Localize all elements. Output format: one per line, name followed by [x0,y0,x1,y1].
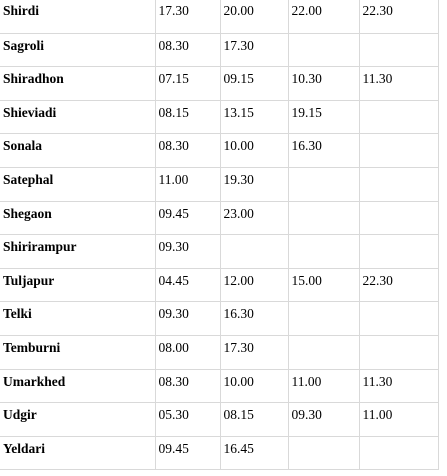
departure-time [359,167,438,201]
table-row: Tuljapur 04.45 12.00 15.00 22.30 [0,268,438,302]
departure-time [288,436,359,470]
departure-time [359,302,438,336]
departure-time: 11.00 [288,369,359,403]
place-name: Satephal [0,167,155,201]
table-row: Shieviadi 08.15 13.15 19.15 [0,100,438,134]
departure-time [220,235,288,269]
departure-time: 10.00 [220,369,288,403]
departure-time: 11.30 [359,67,438,101]
place-name: Umarkhed [0,369,155,403]
departure-time: 22.30 [359,0,438,33]
departure-time [288,201,359,235]
timetable-body: Shirdi 17.30 20.00 22.00 22.30 Sagroli 08.30 17… [0,0,438,470]
departure-time: 09.30 [288,403,359,437]
table-row: Satephal 11.00 19.30 [0,167,438,201]
departure-time: 23.00 [220,201,288,235]
departure-time: 16.30 [288,134,359,168]
departure-time: 08.30 [155,369,220,403]
departure-time: 09.45 [155,436,220,470]
departure-time: 09.45 [155,201,220,235]
departure-time [359,335,438,369]
place-name: Shegaon [0,201,155,235]
place-name: Udgir [0,403,155,437]
departure-time: 05.30 [155,403,220,437]
table-row: Umarkhed 08.30 10.00 11.00 11.30 [0,369,438,403]
place-name: Telki [0,302,155,336]
table-row: Shirdi 17.30 20.00 22.00 22.30 [0,0,438,33]
departure-time: 11.00 [359,403,438,437]
departure-time: 17.30 [155,0,220,33]
departure-time [288,33,359,67]
departure-time: 17.30 [220,33,288,67]
departure-time: 08.30 [155,134,220,168]
table-row: Sagroli 08.30 17.30 [0,33,438,67]
departure-time: 07.15 [155,67,220,101]
place-name: Shirirampur [0,235,155,269]
departure-time: 19.30 [220,167,288,201]
departure-time [359,134,438,168]
departure-time: 16.30 [220,302,288,336]
place-name: Sonala [0,134,155,168]
departure-time [359,33,438,67]
place-name: Shirdi [0,0,155,33]
departure-time: 10.00 [220,134,288,168]
departure-time [288,167,359,201]
departure-time: 15.00 [288,268,359,302]
departure-time [359,235,438,269]
departure-time: 08.00 [155,335,220,369]
departure-time: 11.30 [359,369,438,403]
departure-time: 08.15 [220,403,288,437]
departure-time: 22.00 [288,0,359,33]
departure-time: 08.15 [155,100,220,134]
departure-time: 10.30 [288,67,359,101]
table-row: Udgir 05.30 08.15 09.30 11.00 [0,403,438,437]
table-row: Telki 09.30 16.30 [0,302,438,336]
departure-time: 22.30 [359,268,438,302]
table-row: Temburni 08.00 17.30 [0,335,438,369]
departure-time [288,302,359,336]
place-name: Tuljapur [0,268,155,302]
departure-time [288,235,359,269]
departure-time: 09.30 [155,235,220,269]
place-name: Yeldari [0,436,155,470]
departure-time: 16.45 [220,436,288,470]
departure-time: 17.30 [220,335,288,369]
place-name: Temburni [0,335,155,369]
table-row: Shirirampur 09.30 [0,235,438,269]
table-row: Sonala 08.30 10.00 16.30 [0,134,438,168]
departure-time: 04.45 [155,268,220,302]
place-name: Shieviadi [0,100,155,134]
departure-time: 09.15 [220,67,288,101]
departure-time [288,335,359,369]
departure-time: 19.15 [288,100,359,134]
place-name: Sagroli [0,33,155,67]
bus-timetable: Shirdi 17.30 20.00 22.00 22.30 Sagroli 08.30 17… [0,0,439,470]
departure-time: 12.00 [220,268,288,302]
departure-time [359,100,438,134]
departure-time [359,436,438,470]
departure-time [359,201,438,235]
table-row: Shiradhon 07.15 09.15 10.30 11.30 [0,67,438,101]
departure-time: 08.30 [155,33,220,67]
departure-time: 11.00 [155,167,220,201]
departure-time: 20.00 [220,0,288,33]
place-name: Shiradhon [0,67,155,101]
table-row: Yeldari 09.45 16.45 [0,436,438,470]
table-row: Shegaon 09.45 23.00 [0,201,438,235]
departure-time: 13.15 [220,100,288,134]
departure-time: 09.30 [155,302,220,336]
